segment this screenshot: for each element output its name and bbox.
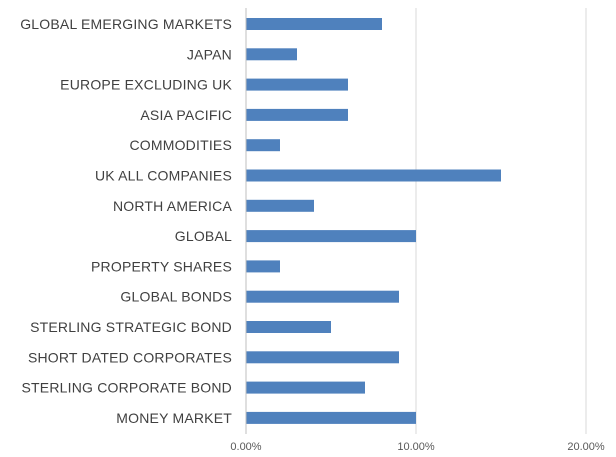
category-label-9: GLOBAL BONDS bbox=[120, 289, 232, 305]
category-label-10: STERLING STRATEGIC BOND bbox=[30, 319, 232, 335]
gridlines bbox=[415, 8, 587, 434]
category-label-4: COMMODITIES bbox=[129, 137, 232, 153]
x-tick-label-0: 0.00% bbox=[230, 441, 261, 453]
bar-9 bbox=[246, 290, 399, 303]
category-label-3: ASIA PACIFIC bbox=[140, 107, 232, 123]
x-tick-labels: 0.00% 10.00% 20.00% bbox=[230, 441, 604, 453]
bar-1 bbox=[246, 48, 297, 61]
category-label-13: MONEY MARKET bbox=[116, 410, 232, 426]
category-label-6: NORTH AMERICA bbox=[113, 198, 232, 214]
category-label-2: EUROPE EXCLUDING UK bbox=[60, 77, 232, 93]
bar-12 bbox=[246, 381, 365, 394]
bar-13 bbox=[246, 411, 416, 424]
bar-6 bbox=[246, 199, 314, 212]
x-tick-label-2: 20.00% bbox=[567, 441, 605, 453]
category-label-7: GLOBAL bbox=[175, 228, 232, 244]
category-label-11: SHORT DATED CORPORATES bbox=[28, 349, 232, 365]
bar-11 bbox=[246, 351, 399, 364]
bar-series bbox=[246, 18, 501, 424]
bar-4 bbox=[246, 139, 280, 152]
x-tick-label-1: 10.00% bbox=[397, 441, 435, 453]
bar-0 bbox=[246, 18, 382, 30]
bar-5 bbox=[246, 169, 501, 182]
category-label-0: GLOBAL EMERGING MARKETS bbox=[20, 16, 232, 32]
category-label-1: JAPAN bbox=[187, 46, 232, 62]
bar-7 bbox=[246, 230, 416, 243]
category-labels: GLOBAL EMERGING MARKETS JAPAN EUROPE EXCLU… bbox=[20, 16, 232, 426]
bar-10 bbox=[246, 321, 331, 333]
category-label-12: STERLING CORPORATE BOND bbox=[22, 380, 232, 396]
bar-8 bbox=[246, 260, 280, 273]
category-label-5: UK ALL COMPANIES bbox=[95, 168, 232, 184]
category-label-8: PROPERTY SHARES bbox=[91, 258, 232, 274]
bar-2 bbox=[246, 78, 348, 91]
bar-3 bbox=[246, 108, 348, 121]
